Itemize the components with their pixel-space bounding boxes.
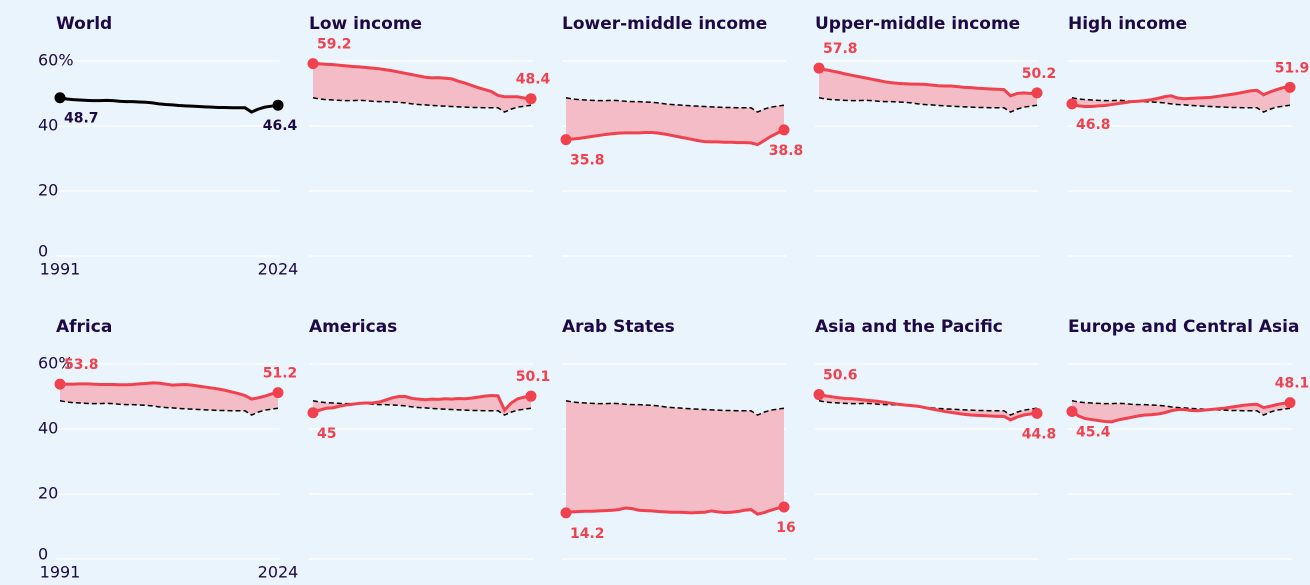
y-tick-label: 20	[38, 484, 58, 503]
panel: Low income 59.2 48.4	[307, 14, 551, 257]
series-line	[1071, 401, 1291, 424]
data-label: 53.8	[64, 357, 99, 373]
x-tick-label: 1991	[40, 563, 81, 582]
end-point	[1066, 405, 1078, 417]
panel: Africa 0 20 40 60% 1991 2024 53.8 51.2	[38, 317, 298, 582]
gap-area	[313, 63, 531, 113]
data-label: 45.4	[1076, 424, 1111, 440]
end-point	[1284, 397, 1296, 409]
panel: Arab States 14.2 16	[560, 317, 796, 560]
panel-title: Lower-middle income	[562, 14, 767, 34]
end-point	[1031, 407, 1043, 419]
gap-area	[819, 394, 1037, 420]
y-tick-label: 0	[38, 242, 48, 261]
data-label: 35.8	[570, 153, 605, 169]
end-point	[813, 389, 825, 401]
panel-title: Arab States	[562, 317, 675, 337]
panel: High income 46.8 51.9	[1066, 14, 1310, 257]
data-label: 16	[776, 520, 795, 536]
panel-title: World	[56, 14, 112, 34]
end-point	[560, 507, 572, 519]
gap-area	[566, 400, 784, 515]
data-label: 38.8	[769, 143, 804, 159]
world-reference-line	[565, 399, 785, 416]
world-reference-line	[565, 96, 785, 113]
panel: World 0 20 40 60% 1991 2024 48.7 46.4	[38, 14, 298, 279]
x-tick-label: 2024	[258, 260, 299, 279]
panel-title: Americas	[309, 317, 397, 337]
data-label: 48.1	[1275, 376, 1310, 392]
y-tick-label: 0	[38, 545, 48, 564]
series-line	[818, 393, 1038, 422]
data-label: 50.1	[516, 369, 551, 385]
series-line	[312, 394, 532, 415]
end-point	[54, 378, 66, 390]
panel-title: Asia and the Pacific	[815, 317, 1003, 337]
data-label: 50.6	[823, 368, 858, 384]
end-point	[307, 407, 319, 419]
data-label: 46.4	[263, 118, 298, 134]
end-point	[1031, 87, 1043, 99]
gap-area	[1072, 400, 1290, 422]
data-label: 14.2	[570, 526, 605, 542]
end-point	[813, 62, 825, 74]
panel: Lower-middle income 35.8 38.8	[560, 14, 804, 257]
series-line	[565, 505, 785, 516]
data-label: 59.2	[317, 37, 352, 53]
world-reference-line	[818, 96, 1038, 113]
end-point	[525, 93, 537, 105]
panel: Upper-middle income 57.8 50.2	[813, 14, 1057, 257]
y-tick-label: 60%	[38, 354, 74, 373]
data-label: 44.8	[1022, 426, 1057, 442]
end-point	[272, 99, 284, 111]
end-point	[525, 390, 537, 402]
world-reference-line	[312, 96, 532, 113]
data-label: 48.4	[516, 72, 551, 88]
end-point	[1066, 98, 1078, 110]
end-point	[560, 134, 572, 146]
series-line	[565, 128, 785, 147]
data-label: 57.8	[823, 41, 858, 57]
series-line	[818, 66, 1038, 98]
series-line	[60, 381, 279, 401]
series-line	[312, 62, 532, 101]
y-tick-label: 60%	[38, 51, 74, 70]
world-reference-line	[818, 399, 1038, 416]
y-tick-label: 20	[38, 181, 58, 200]
panel-title: Europe and Central Asia	[1068, 317, 1299, 337]
data-label: 51.9	[1275, 60, 1310, 76]
x-tick-label: 1991	[40, 260, 81, 279]
end-point	[778, 501, 790, 513]
data-label: 48.7	[64, 111, 99, 127]
series-line	[59, 96, 279, 114]
panel-title: Upper-middle income	[815, 14, 1020, 34]
gap-area	[819, 68, 1037, 113]
panel-title: High income	[1068, 14, 1187, 34]
data-label: 45	[317, 426, 336, 442]
panel: Europe and Central Asia 45.4 48.1	[1066, 317, 1310, 560]
end-point	[778, 124, 790, 136]
y-tick-label: 40	[38, 116, 58, 135]
end-point	[1284, 81, 1296, 93]
end-point	[307, 58, 319, 70]
end-point	[54, 92, 66, 104]
series-line	[1071, 85, 1291, 108]
x-tick-label: 2024	[258, 563, 299, 582]
panel: Americas 45 50.1	[307, 317, 551, 560]
panel: Asia and the Pacific 50.6 44.8	[813, 317, 1057, 560]
data-label: 46.8	[1076, 117, 1111, 133]
world-reference-line	[1071, 96, 1291, 113]
panel-title: Low income	[309, 14, 422, 34]
world-reference-line	[59, 399, 279, 416]
world-reference-line	[1071, 399, 1291, 416]
data-label: 51.2	[263, 366, 298, 382]
panel-title: Africa	[56, 317, 112, 337]
y-tick-label: 40	[38, 419, 58, 438]
data-label: 50.2	[1022, 66, 1057, 82]
end-point	[272, 387, 284, 399]
